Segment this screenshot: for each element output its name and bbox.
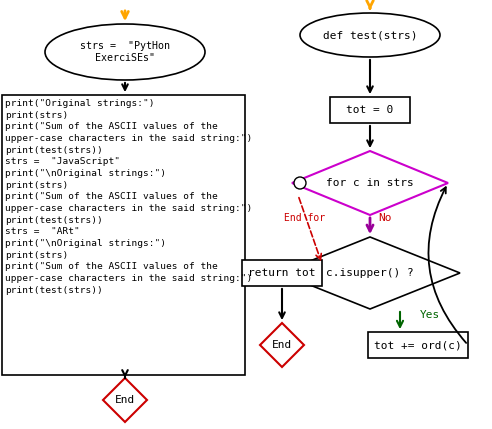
Text: def test(strs): def test(strs) (323, 30, 417, 40)
Text: return tot: return tot (248, 268, 316, 278)
Ellipse shape (45, 24, 205, 80)
Text: tot += ord(c): tot += ord(c) (374, 340, 462, 350)
Ellipse shape (300, 13, 440, 57)
Text: strs =  "PytHon
ExerciSEs": strs = "PytHon ExerciSEs" (80, 41, 170, 63)
Circle shape (294, 177, 306, 189)
Bar (2, 95, 245, 375)
Text: End for: End for (284, 213, 326, 223)
Text: Yes: Yes (420, 310, 440, 320)
Text: End: End (115, 395, 135, 405)
Polygon shape (292, 151, 448, 215)
Bar (368, 332, 468, 358)
Text: No: No (378, 213, 392, 223)
Text: End: End (272, 340, 292, 350)
Text: c.isupper() ?: c.isupper() ? (326, 268, 414, 278)
Text: print("Original strings:")
print(strs)
print("Sum of the ASCII values of the
upp: print("Original strings:") print(strs) p… (5, 99, 252, 295)
Polygon shape (103, 378, 147, 422)
Text: tot = 0: tot = 0 (346, 105, 394, 115)
Polygon shape (260, 323, 304, 367)
Bar (242, 260, 322, 286)
Polygon shape (280, 237, 460, 309)
Bar (330, 97, 410, 123)
Text: for c in strs: for c in strs (326, 178, 414, 188)
